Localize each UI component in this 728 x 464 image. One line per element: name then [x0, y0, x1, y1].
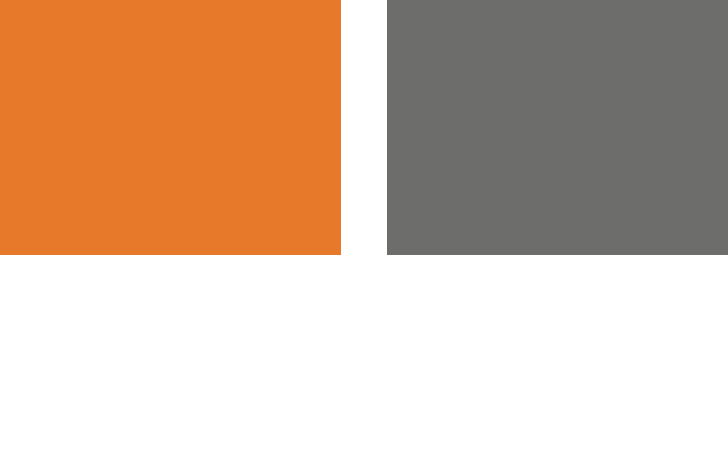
gray-color-swatch	[387, 0, 728, 255]
orange-color-swatch	[0, 0, 341, 255]
